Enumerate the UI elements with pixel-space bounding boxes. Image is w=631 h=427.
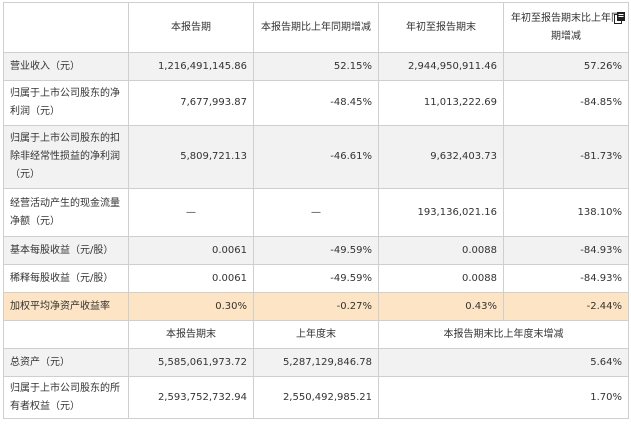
- header-current-period: 本报告期: [128, 2, 254, 53]
- cell-value: 0.0088: [378, 264, 504, 293]
- subheader-period-end: 本报告期末: [128, 320, 254, 349]
- table-row-operating-cashflow: 经营活动产生的现金流量净额（元） — — 193,136,021.16 138.…: [3, 188, 629, 237]
- subheader-cell-empty: [3, 320, 129, 349]
- cell-value: 193,136,021.16: [378, 188, 504, 237]
- cell-value: 2,593,752,732.94: [128, 376, 254, 419]
- header-ytd: 年初至报告期末: [378, 2, 504, 53]
- cell-value: 0.0061: [128, 264, 254, 293]
- cell-value: 52.15%: [253, 52, 379, 81]
- cell-value: 1,216,491,145.86: [128, 52, 254, 81]
- cell-value: -46.61%: [253, 125, 379, 189]
- financial-data-table: 本报告期 本报告期比上年同期增减 年初至报告期末 年初至报告期末比上年同期增减 …: [3, 2, 629, 419]
- copy-icon[interactable]: [614, 12, 625, 24]
- cell-value: -49.59%: [253, 264, 379, 293]
- cell-value: 0.43%: [378, 292, 504, 321]
- cell-value: 2,944,950,911.46: [378, 52, 504, 81]
- cell-value: -84.85%: [503, 80, 629, 126]
- table-row-net-profit: 归属于上市公司股东的净利润（元） 7,677,993.87 -48.45% 11…: [3, 80, 629, 126]
- table-row-total-assets: 总资产（元） 5,585,061,973.72 5,287,129,846.78…: [3, 348, 629, 377]
- cell-value: -84.93%: [503, 264, 629, 293]
- table-row-basic-eps: 基本每股收益（元/股） 0.0061 -49.59% 0.0088 -84.93…: [3, 236, 629, 265]
- cell-value: 9,632,403.73: [378, 125, 504, 189]
- row-label: 总资产（元）: [3, 348, 129, 377]
- row-label: 加权平均净资产收益率: [3, 292, 129, 321]
- row-label: 归属于上市公司股东的所有者权益（元）: [3, 376, 129, 419]
- cell-value: 0.30%: [128, 292, 254, 321]
- cell-value: 1.70%: [378, 376, 629, 419]
- table-subheader-row: 本报告期末 上年度末 本报告期末比上年度末增减: [3, 320, 629, 349]
- cell-value: 5,287,129,846.78: [253, 348, 379, 377]
- row-label: 归属于上市公司股东的扣除非经常性损益的净利润（元）: [3, 125, 129, 189]
- cell-value: 0.0088: [378, 236, 504, 265]
- cell-value: 2,550,492,985.21: [253, 376, 379, 419]
- cell-value: 57.26%: [503, 52, 629, 81]
- table-row-roe: 加权平均净资产收益率 0.30% -0.27% 0.43% -2.44%: [3, 292, 629, 321]
- cell-value: -48.45%: [253, 80, 379, 126]
- cell-value: -49.59%: [253, 236, 379, 265]
- cell-value: 138.10%: [503, 188, 629, 237]
- header-ytd-change-label: 年初至报告期末比上年同期增减: [511, 12, 621, 42]
- subheader-change: 本报告期末比上年度末增减: [378, 320, 629, 349]
- cell-value: -81.73%: [503, 125, 629, 189]
- header-cell-empty: [3, 2, 129, 53]
- table-row-diluted-eps: 稀释每股收益（元/股） 0.0061 -49.59% 0.0088 -84.93…: [3, 264, 629, 293]
- cell-value: -0.27%: [253, 292, 379, 321]
- table-header-row: 本报告期 本报告期比上年同期增减 年初至报告期末 年初至报告期末比上年同期增减: [3, 2, 629, 53]
- cell-value: —: [253, 188, 379, 237]
- cell-value: 7,677,993.87: [128, 80, 254, 126]
- cell-value: 5,809,721.13: [128, 125, 254, 189]
- row-label: 经营活动产生的现金流量净额（元）: [3, 188, 129, 237]
- cell-value: 5.64%: [378, 348, 629, 377]
- table-row-revenue: 营业收入（元） 1,216,491,145.86 52.15% 2,944,95…: [3, 52, 629, 81]
- table-row-equity: 归属于上市公司股东的所有者权益（元） 2,593,752,732.94 2,55…: [3, 376, 629, 419]
- cell-value: -84.93%: [503, 236, 629, 265]
- cell-value: 0.0061: [128, 236, 254, 265]
- cell-value: —: [128, 188, 254, 237]
- subheader-prior-year-end: 上年度末: [253, 320, 379, 349]
- cell-value: 5,585,061,973.72: [128, 348, 254, 377]
- header-current-period-change: 本报告期比上年同期增减: [253, 2, 379, 53]
- row-label: 归属于上市公司股东的净利润（元）: [3, 80, 129, 126]
- cell-value: 11,013,222.69: [378, 80, 504, 126]
- row-label: 稀释每股收益（元/股）: [3, 264, 129, 293]
- table-row-net-profit-deducted: 归属于上市公司股东的扣除非经常性损益的净利润（元） 5,809,721.13 -…: [3, 125, 629, 189]
- header-ytd-change: 年初至报告期末比上年同期增减: [503, 2, 629, 53]
- cell-value: -2.44%: [503, 292, 629, 321]
- row-label: 基本每股收益（元/股）: [3, 236, 129, 265]
- row-label: 营业收入（元）: [3, 52, 129, 81]
